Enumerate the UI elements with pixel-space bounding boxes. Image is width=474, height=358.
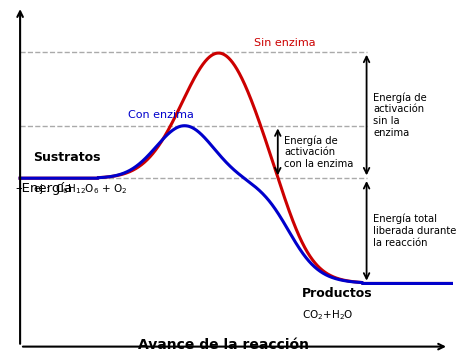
- Text: Sin enzima: Sin enzima: [254, 38, 316, 48]
- Text: Sustratos: Sustratos: [33, 151, 100, 164]
- Text: Energía de
activación
sin la
enzima: Energía de activación sin la enzima: [373, 92, 427, 138]
- Text: Avance de la reacción: Avance de la reacción: [138, 338, 309, 352]
- Text: ej.:  C$_6$H$_{12}$O$_6$ + O$_2$: ej.: C$_6$H$_{12}$O$_6$ + O$_2$: [33, 182, 128, 196]
- Text: –Energía: –Energía: [16, 182, 73, 195]
- Text: Energía de
activación
con la enzima: Energía de activación con la enzima: [284, 135, 354, 169]
- Text: Con enzima: Con enzima: [128, 110, 194, 120]
- Text: Productos: Productos: [301, 287, 372, 300]
- Text: Energía total
liberada durante
la reacción: Energía total liberada durante la reacci…: [373, 214, 456, 248]
- Text: CO$_2$+H$_2$O: CO$_2$+H$_2$O: [301, 308, 353, 322]
